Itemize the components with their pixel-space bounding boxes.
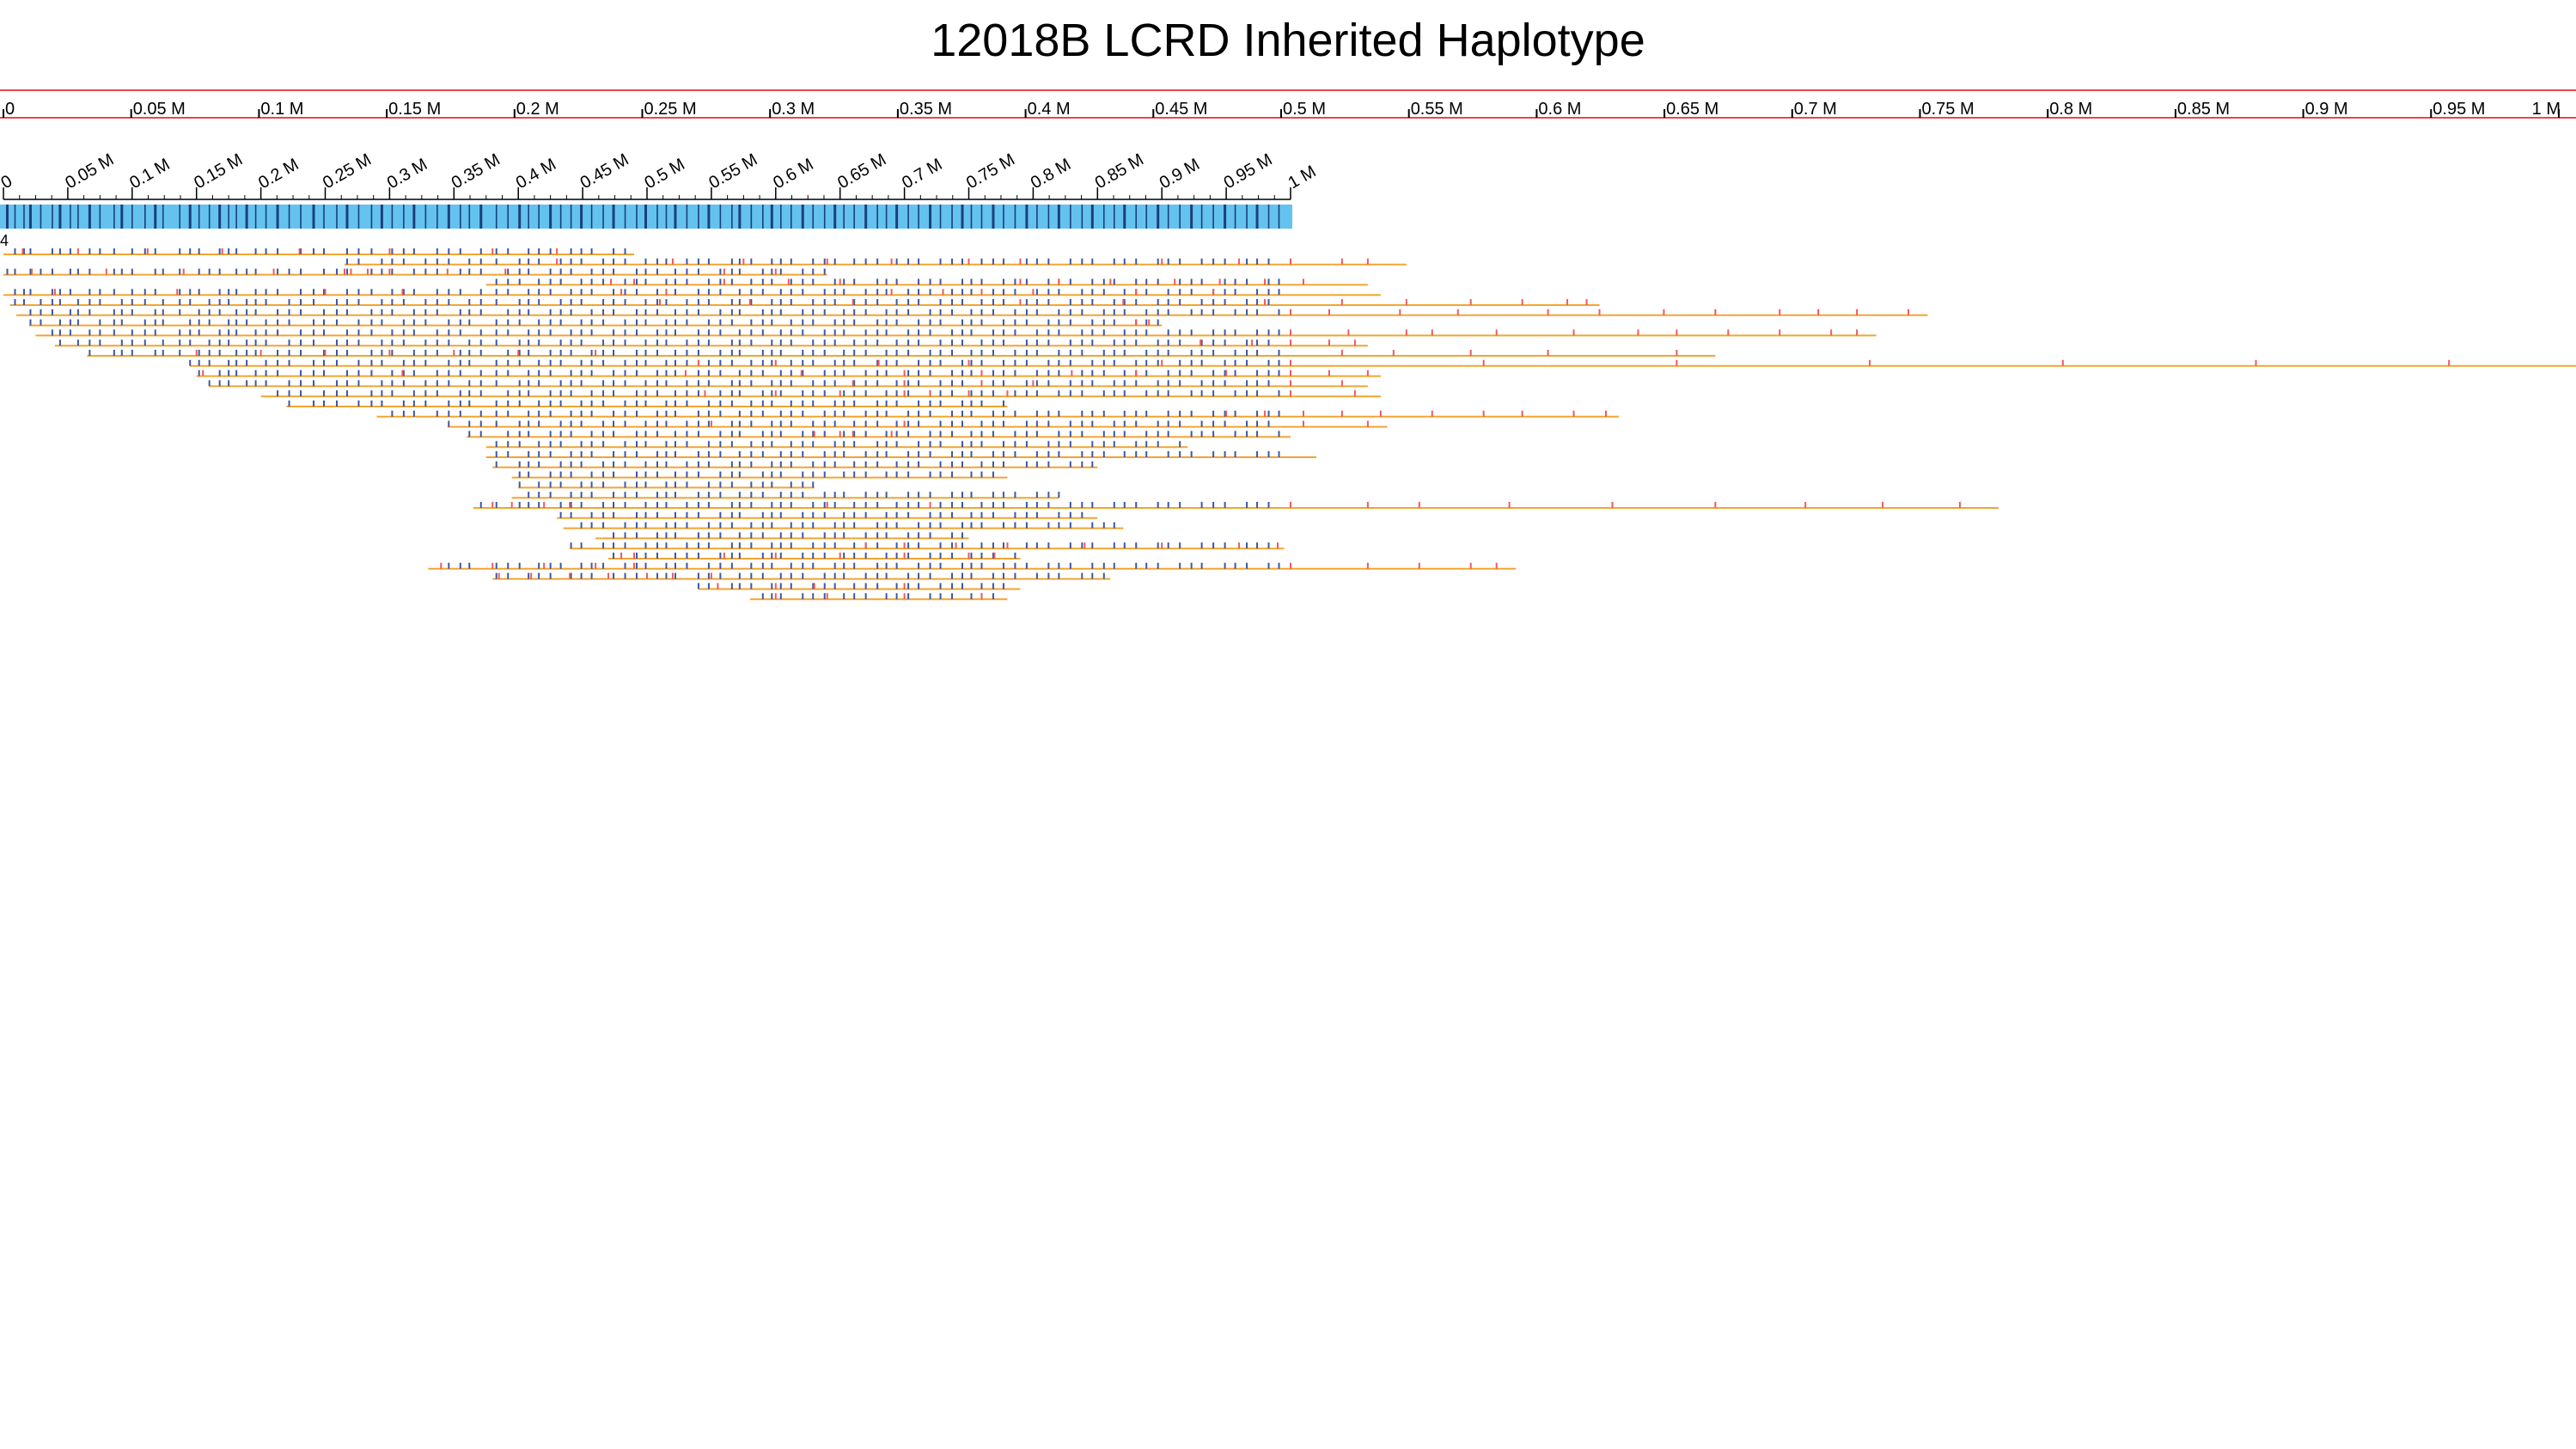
- chart-title: 12018B LCRD Inherited Haplotype: [931, 15, 1645, 66]
- detail-tick-label: 0.4 M: [513, 155, 559, 193]
- overview-tick-label: 0.35 M: [900, 100, 952, 119]
- detail-tick-label: 0.3 M: [384, 155, 430, 193]
- track-label: 4: [0, 232, 9, 249]
- overview-tick-label: 0.8 M: [2049, 100, 2092, 119]
- overview-tick-label: 1 M: [2532, 100, 2561, 119]
- overview-tick-label: 0.55 M: [1411, 100, 1463, 119]
- overview-tick-label: 0.65 M: [1666, 100, 1718, 119]
- overview-axis[interactable]: 0 0.05 M 0.1 M 0.15 M 0.2 M 0.25 M 0.3 M 0.35 M…: [0, 89, 2576, 119]
- detail-tick-label: 0.65 M: [834, 150, 889, 193]
- overview-tick-label: 0.15 M: [388, 100, 441, 119]
- detail-tick-label: 0.9 M: [1157, 155, 1203, 193]
- detail-tick-label: 0.2 M: [255, 155, 302, 193]
- overview-tick-label: 0.05 M: [133, 100, 186, 119]
- overview-tick-label: 0.7 M: [1794, 100, 1837, 119]
- detail-tick-label: 0.85 M: [1092, 150, 1147, 193]
- detail-tick-label: 0.6 M: [770, 155, 816, 193]
- read-track: [3, 248, 2576, 601]
- detail-tick-label: 0.75 M: [963, 150, 1018, 193]
- overview-tick-label: 0.5 M: [1283, 100, 1326, 119]
- detail-tick-label: 0.7 M: [899, 155, 945, 193]
- overview-tick-label: 0.2 M: [516, 100, 559, 119]
- overview-tick-label: 0.75 M: [1922, 100, 1975, 119]
- haplotype-track: 4: [0, 205, 1292, 249]
- overview-selection: [0, 90, 2576, 118]
- overview-tick-label: 0.6 M: [1538, 100, 1581, 119]
- detail-tick-label: 0.8 M: [1028, 155, 1074, 193]
- detail-tick-label: 0.1 M: [126, 155, 173, 193]
- detail-tick-label: 0.5 M: [642, 155, 688, 193]
- overview-tick-label: 0.95 M: [2433, 100, 2485, 119]
- detail-tick-label: 0.55 M: [705, 150, 760, 193]
- detail-tick-label: 0.15 M: [191, 150, 246, 193]
- detail-tick-label: 0.05 M: [62, 150, 117, 193]
- detail-tick-label: 0.25 M: [320, 150, 375, 193]
- detail-axis: 0 0.05 M 0.1 M 0.15 M 0.2 M 0.25 M 0.3 M 0.35 M…: [0, 150, 1319, 200]
- detail-tick-label: 0.45 M: [577, 150, 632, 193]
- detail-tick-label: 0.35 M: [449, 150, 504, 193]
- overview-tick-label: 0.1 M: [260, 100, 303, 119]
- overview-tick-label: 0.85 M: [2177, 100, 2230, 119]
- overview-tick-label: 0.4 M: [1028, 100, 1071, 119]
- overview-tick-label: 0.45 M: [1155, 100, 1207, 119]
- detail-tick-label: 0.95 M: [1221, 150, 1276, 193]
- overview-tick-label: 0.3 M: [772, 100, 815, 119]
- overview-tick-label: 0: [5, 100, 15, 119]
- detail-tick-label: 0: [0, 172, 15, 193]
- overview-tick-label: 0.9 M: [2305, 100, 2348, 119]
- overview-tick-label: 0.25 M: [644, 100, 697, 119]
